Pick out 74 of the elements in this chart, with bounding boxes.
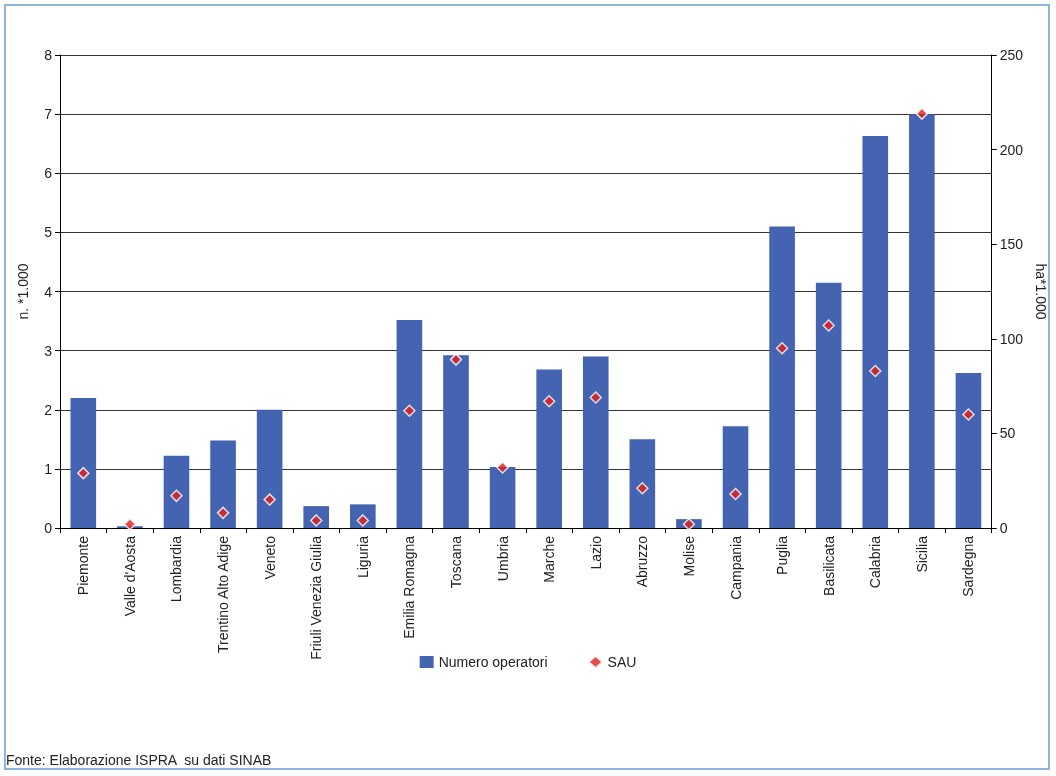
- bar: [256, 409, 283, 528]
- point: [542, 394, 556, 408]
- source-note: Fonte: Elaborazione ISPRA su dati SINAB: [6, 752, 272, 768]
- y-tick-label: 5: [44, 224, 53, 241]
- bar: [815, 282, 842, 528]
- x-tick-label: Campania: [727, 535, 744, 600]
- bar: [629, 439, 656, 528]
- bar: [70, 397, 97, 528]
- y-tick-label: 0: [44, 520, 53, 536]
- point: [496, 461, 509, 474]
- point: [77, 466, 90, 480]
- y2-axis-title: ha*1.000: [1033, 263, 1049, 320]
- point: [403, 404, 416, 417]
- y-tick-label: 3: [44, 342, 53, 359]
- bar: [489, 467, 516, 528]
- bar: [210, 440, 236, 528]
- bar: [163, 455, 190, 528]
- y-axis-title: n. *1.000: [15, 263, 31, 320]
- point: [915, 107, 929, 120]
- x-tick-label: Puglia: [774, 535, 791, 575]
- legend-label: Numero operatori: [438, 654, 548, 670]
- x-tick-label: Lazio: [587, 535, 604, 570]
- y-tick-label: 8: [44, 47, 53, 63]
- x-tick-label: Umbria: [494, 535, 511, 582]
- y-tick-label: 6: [44, 165, 53, 182]
- bar: [443, 355, 469, 528]
- point: [869, 364, 882, 378]
- bar: [722, 426, 749, 528]
- x-tick-label: Valle d'Aosta: [121, 535, 138, 617]
- point: [170, 489, 183, 503]
- bar: [396, 319, 423, 528]
- bar: [909, 114, 935, 528]
- x-tick-label: Marche: [541, 535, 558, 583]
- x-tick-label: Abruzzo: [634, 535, 651, 588]
- y2-tick-label: 150: [999, 236, 1024, 253]
- point: [449, 353, 463, 366]
- x-tick-label: Calabria: [867, 535, 884, 589]
- y2-tick-label: 50: [999, 425, 1016, 442]
- x-tick-label: Sicilia: [913, 535, 930, 573]
- x-tick-label: Friuli Venezia Giulia: [308, 535, 325, 660]
- x-tick-label: Emilia Romagna: [401, 535, 418, 639]
- x-tick-label: Veneto: [261, 535, 278, 580]
- point: [822, 319, 835, 332]
- point: [682, 517, 696, 531]
- y-tick-label: 2: [44, 401, 53, 418]
- x-tick-label: Lombardia: [168, 535, 185, 603]
- y-tick-label: 4: [44, 283, 53, 300]
- y2-tick-label: 100: [999, 330, 1024, 347]
- point: [123, 517, 137, 531]
- bar: [769, 226, 795, 528]
- x-tick-label: Trentino Alto Adige: [215, 535, 232, 654]
- bar: [862, 136, 889, 528]
- bar: [955, 373, 982, 528]
- point: [589, 391, 602, 404]
- point: [216, 506, 230, 520]
- x-tick-label: Toscana: [447, 535, 464, 589]
- y-tick-label: 7: [44, 106, 53, 123]
- bar: [582, 356, 609, 528]
- point: [962, 408, 975, 421]
- y2-tick-label: 250: [999, 47, 1024, 63]
- x-tick-label: Sardegna: [960, 535, 977, 597]
- y-tick-label: 1: [44, 460, 53, 477]
- point: [729, 487, 742, 501]
- legend-label: SAU: [607, 654, 637, 670]
- x-tick-label: Piemonte: [75, 535, 92, 596]
- x-tick-label: Liguria: [354, 535, 371, 579]
- point: [636, 482, 649, 495]
- bar: [536, 369, 562, 528]
- x-tick-label: Basilicata: [820, 535, 837, 596]
- x-tick-label: Molise: [680, 535, 697, 577]
- point: [775, 342, 789, 355]
- y2-tick-label: 0: [999, 520, 1008, 536]
- y2-tick-label: 200: [999, 141, 1024, 158]
- point: [263, 493, 276, 506]
